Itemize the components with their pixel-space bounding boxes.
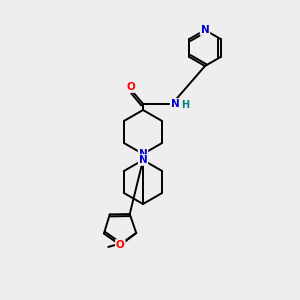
Text: N: N — [171, 99, 179, 109]
Text: N: N — [139, 155, 147, 165]
Text: N: N — [201, 25, 209, 35]
Text: O: O — [116, 240, 125, 250]
Text: O: O — [127, 82, 135, 92]
Text: H: H — [181, 100, 189, 110]
Text: N: N — [139, 149, 147, 159]
